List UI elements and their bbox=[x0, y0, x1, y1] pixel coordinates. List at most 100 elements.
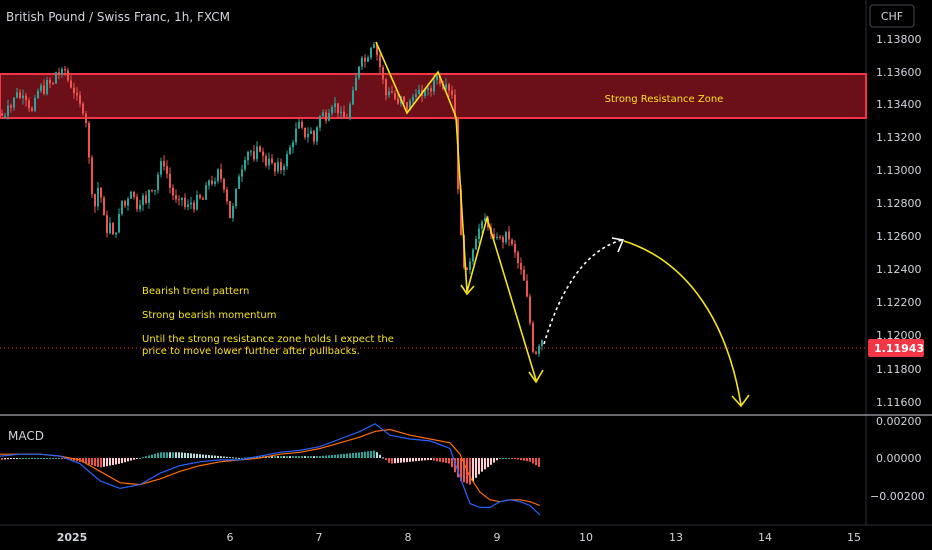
candle-body[interactable] bbox=[112, 223, 114, 235]
candle-body[interactable] bbox=[505, 231, 507, 243]
candle-body[interactable] bbox=[253, 151, 255, 160]
candle-body[interactable] bbox=[52, 83, 54, 85]
candle-body[interactable] bbox=[16, 92, 18, 98]
candle-body[interactable] bbox=[316, 127, 318, 142]
candle-body[interactable] bbox=[526, 280, 528, 297]
candle-body[interactable] bbox=[4, 115, 6, 117]
candle-body[interactable] bbox=[523, 269, 525, 281]
candle-body[interactable] bbox=[142, 195, 144, 205]
candle-body[interactable] bbox=[481, 221, 483, 229]
candle-body[interactable] bbox=[295, 128, 297, 143]
candle-body[interactable] bbox=[430, 88, 432, 92]
candle-body[interactable] bbox=[391, 91, 393, 93]
macd-signal-line[interactable] bbox=[0, 428, 541, 507]
candle-body[interactable] bbox=[241, 169, 243, 177]
candle-body[interactable] bbox=[43, 85, 45, 94]
candle-body[interactable] bbox=[13, 97, 15, 108]
candle-body[interactable] bbox=[484, 218, 486, 222]
candle-body[interactable] bbox=[211, 180, 213, 184]
candle-body[interactable] bbox=[409, 100, 411, 111]
candle-body[interactable] bbox=[82, 103, 84, 114]
candle-body[interactable] bbox=[412, 96, 414, 101]
candle-body[interactable] bbox=[34, 98, 36, 111]
candle-body[interactable] bbox=[70, 80, 72, 88]
candle-body[interactable] bbox=[103, 197, 105, 216]
candle-body[interactable] bbox=[451, 90, 453, 95]
candle-body[interactable] bbox=[307, 133, 309, 138]
candle-body[interactable] bbox=[73, 87, 75, 93]
candle-body[interactable] bbox=[163, 161, 165, 167]
candle-body[interactable] bbox=[271, 158, 273, 163]
candle-body[interactable] bbox=[502, 237, 504, 243]
candle-body[interactable] bbox=[25, 95, 27, 101]
candle-body[interactable] bbox=[358, 66, 360, 78]
candle-body[interactable] bbox=[226, 189, 228, 202]
macd-axis[interactable]: 0.00200 0.00000 −0.00200 bbox=[870, 415, 925, 503]
candle-body[interactable] bbox=[79, 95, 81, 104]
candle-body[interactable] bbox=[349, 104, 351, 119]
candle-body[interactable] bbox=[187, 204, 189, 208]
candle-body[interactable] bbox=[403, 96, 405, 103]
candle-body[interactable] bbox=[202, 198, 204, 200]
candle-body[interactable] bbox=[286, 154, 288, 167]
candle-body[interactable] bbox=[190, 202, 192, 205]
candle-body[interactable] bbox=[346, 117, 348, 119]
candle-body[interactable] bbox=[448, 84, 450, 91]
candle-body[interactable] bbox=[88, 122, 90, 158]
candle-body[interactable] bbox=[37, 90, 39, 99]
candle-body[interactable] bbox=[472, 249, 474, 262]
candle-body[interactable] bbox=[340, 111, 342, 114]
symbol-title[interactable]: British Pound / Swiss Franc, 1h, FXCM bbox=[6, 10, 230, 24]
candle-body[interactable] bbox=[109, 223, 111, 233]
candle-body[interactable] bbox=[262, 151, 264, 156]
candle-body[interactable] bbox=[454, 94, 456, 119]
candle-body[interactable] bbox=[196, 194, 198, 210]
candle-body[interactable] bbox=[1, 113, 3, 116]
candle-body[interactable] bbox=[268, 158, 270, 166]
candle-body[interactable] bbox=[250, 151, 252, 153]
zigzag-top-arrow[interactable] bbox=[375, 41, 457, 118]
candle-body[interactable] bbox=[124, 200, 126, 206]
candle-body[interactable] bbox=[46, 79, 48, 94]
candle-body[interactable] bbox=[370, 47, 372, 58]
candle-body[interactable] bbox=[499, 236, 501, 238]
candle-body[interactable] bbox=[478, 228, 480, 240]
candle-body[interactable] bbox=[520, 263, 522, 270]
candle-body[interactable] bbox=[319, 116, 321, 128]
candle-body[interactable] bbox=[352, 90, 354, 105]
candle-body[interactable] bbox=[415, 94, 417, 97]
candle-body[interactable] bbox=[22, 95, 24, 99]
candle-body[interactable] bbox=[61, 68, 63, 75]
candle-body[interactable] bbox=[433, 80, 435, 92]
candle-body[interactable] bbox=[115, 232, 117, 235]
candle-body[interactable] bbox=[169, 173, 171, 188]
candle-body[interactable] bbox=[181, 197, 183, 200]
candle-body[interactable] bbox=[58, 72, 60, 75]
candle-body[interactable] bbox=[514, 243, 516, 253]
candle-body[interactable] bbox=[154, 190, 156, 192]
candle-body[interactable] bbox=[40, 85, 42, 91]
candle-body[interactable] bbox=[238, 176, 240, 189]
candle-body[interactable] bbox=[334, 103, 336, 108]
candle-body[interactable] bbox=[508, 231, 510, 240]
candle-body[interactable] bbox=[379, 55, 381, 68]
candle-body[interactable] bbox=[193, 202, 195, 210]
decline-projection-arrow[interactable] bbox=[623, 240, 742, 406]
candle-body[interactable] bbox=[235, 188, 237, 207]
candle-body[interactable] bbox=[445, 84, 447, 89]
candle-body[interactable] bbox=[532, 322, 534, 352]
candle-body[interactable] bbox=[214, 181, 216, 184]
candle-body[interactable] bbox=[394, 92, 396, 99]
candle-body[interactable] bbox=[244, 160, 246, 170]
candle-body[interactable] bbox=[274, 162, 276, 172]
candle-body[interactable] bbox=[76, 92, 78, 96]
candle-body[interactable] bbox=[466, 267, 468, 271]
candle-body[interactable] bbox=[280, 162, 282, 171]
candle-body[interactable] bbox=[397, 98, 399, 104]
candle-body[interactable] bbox=[148, 189, 150, 203]
candle-body[interactable] bbox=[292, 142, 294, 148]
candle-body[interactable] bbox=[439, 75, 441, 84]
candle-body[interactable] bbox=[184, 197, 186, 208]
candle-body[interactable] bbox=[382, 67, 384, 80]
